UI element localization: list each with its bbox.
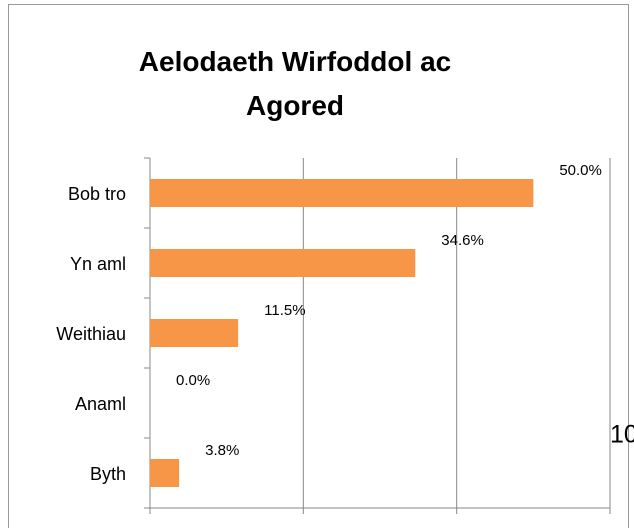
y-tick-label: Bob tro xyxy=(68,184,126,204)
bar xyxy=(150,459,180,487)
value-label: 50.0% xyxy=(559,162,602,179)
annotation: 10 xyxy=(610,421,634,449)
y-tick-label: Weithiau xyxy=(56,324,126,344)
chart-title: Aelodaeth Wirfoddol ac Agored xyxy=(138,46,452,121)
value-label: 3.8% xyxy=(205,442,239,459)
y-tick-label: Yn aml xyxy=(70,254,126,274)
y-tick-label: Anaml xyxy=(75,394,126,414)
y-tick-label: Byth xyxy=(90,464,126,484)
bar xyxy=(150,179,534,207)
value-label: 11.5% xyxy=(264,302,305,319)
bar xyxy=(150,319,239,347)
chart-border xyxy=(8,4,629,528)
value-label: 34.6% xyxy=(441,232,484,249)
bar xyxy=(150,249,416,277)
value-label: 0.0% xyxy=(176,372,210,389)
